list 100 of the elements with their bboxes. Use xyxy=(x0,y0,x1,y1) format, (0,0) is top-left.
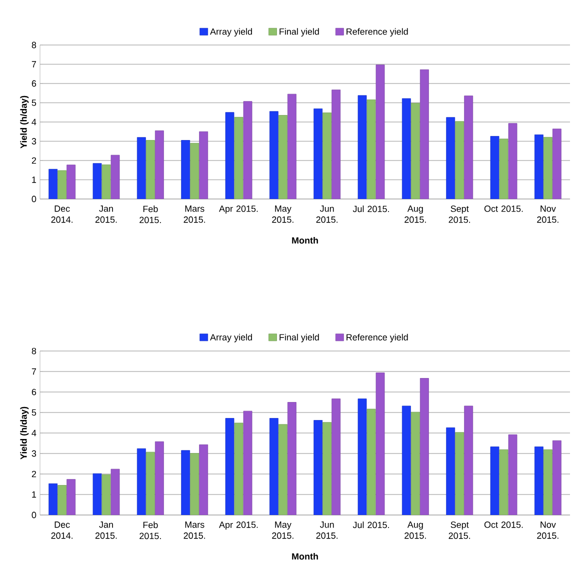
bar xyxy=(552,440,562,515)
y-tick-label: 6 xyxy=(32,388,36,396)
bar xyxy=(420,69,429,199)
bar xyxy=(278,424,288,515)
bar xyxy=(92,473,102,515)
bar xyxy=(402,98,411,199)
x-tick-label: Dec 2014. xyxy=(51,206,73,223)
y-tick-label: 8 xyxy=(32,348,36,354)
bar xyxy=(102,164,111,199)
y-axis-title: Yield (h/day) xyxy=(20,96,29,148)
y-tick-label: 5 xyxy=(32,100,36,106)
bar xyxy=(314,108,323,199)
bar xyxy=(322,112,332,199)
bar xyxy=(508,123,518,199)
bar xyxy=(508,434,518,515)
bar xyxy=(366,99,376,199)
bar xyxy=(446,117,456,199)
y-tick-label: 2 xyxy=(32,157,36,164)
y-tick-label: 5 xyxy=(32,409,36,416)
y-tick-label: 7 xyxy=(32,368,36,375)
bar xyxy=(410,102,420,199)
bar xyxy=(269,418,278,515)
y-tick-label: 4 xyxy=(32,118,36,126)
bar xyxy=(190,142,200,199)
bar xyxy=(287,94,296,199)
bar xyxy=(110,154,120,199)
bar xyxy=(154,441,164,515)
bar xyxy=(464,406,474,515)
x-tick-label: May 2015. xyxy=(272,206,294,223)
bar xyxy=(234,116,244,199)
y-tick-label: 0 xyxy=(32,196,36,202)
bar xyxy=(376,372,385,515)
x-tick-label: Mars 2015. xyxy=(184,522,206,539)
bar xyxy=(534,134,544,199)
y-axis-title: Yield (h/day) xyxy=(20,406,29,460)
x-tick-label: Aug 2015. xyxy=(404,522,426,539)
bar xyxy=(446,427,456,515)
legend-label: Final yield xyxy=(280,28,319,37)
bar xyxy=(225,418,234,515)
x-axis-title: Month xyxy=(292,237,318,244)
y-tick-label: 2 xyxy=(32,470,36,478)
bar xyxy=(146,140,155,199)
legend-label: Final yield xyxy=(280,334,319,342)
x-tick-label: Feb 2015. xyxy=(140,206,161,224)
x-tick-label: Mars 2015. xyxy=(184,206,206,223)
y-tick-label: 1 xyxy=(32,176,36,183)
bar xyxy=(278,115,288,199)
bar xyxy=(410,412,420,515)
bar xyxy=(455,432,464,515)
x-tick-label: Jan 2015. xyxy=(95,522,117,539)
bar xyxy=(366,408,376,515)
x-tick-label: Jul 2015. xyxy=(352,522,389,528)
bar xyxy=(190,453,200,515)
bar xyxy=(420,378,429,515)
x-tick-label: Jan 2015. xyxy=(95,206,117,223)
bar xyxy=(376,64,385,199)
y-tick-label: 3 xyxy=(32,138,36,144)
bar xyxy=(332,90,341,199)
bar xyxy=(455,121,464,199)
bar xyxy=(181,140,190,199)
y-tick-label: 6 xyxy=(32,80,36,87)
legend-label: Reference yield xyxy=(346,28,408,37)
legend-label: Array yield xyxy=(210,334,252,342)
x-tick-label: Oct 2015. xyxy=(484,206,523,212)
bar xyxy=(543,137,552,199)
bar xyxy=(181,450,190,515)
x-tick-label: Oct 2015. xyxy=(484,522,523,528)
bar xyxy=(136,448,146,515)
x-axis-title: Month xyxy=(292,553,318,560)
bar xyxy=(48,168,58,199)
bar xyxy=(358,398,367,515)
bar xyxy=(66,479,76,515)
y-tick-label: 0 xyxy=(32,512,36,518)
bar xyxy=(269,111,278,199)
bar xyxy=(154,130,164,199)
bar xyxy=(499,449,508,515)
bar xyxy=(66,164,76,199)
bar xyxy=(287,402,296,515)
x-tick-label: Nov 2015. xyxy=(537,522,558,539)
y-tick-label: 4 xyxy=(32,430,36,436)
y-tick-label: 8 xyxy=(32,42,36,48)
x-tick-label: Apr 2015. xyxy=(219,206,258,214)
bar xyxy=(332,398,341,515)
x-tick-label: Dec 2014. xyxy=(51,522,73,539)
bar xyxy=(58,170,67,199)
bar xyxy=(534,446,544,515)
bar xyxy=(58,485,67,515)
bar xyxy=(199,444,208,515)
bar xyxy=(48,483,58,515)
x-tick-label: Jun 2015. xyxy=(316,522,338,539)
bar xyxy=(499,138,508,199)
bar xyxy=(234,422,244,515)
y-tick-label: 1 xyxy=(32,491,36,498)
bar xyxy=(136,137,146,199)
bar xyxy=(464,96,474,199)
x-tick-label: Sept 2015. xyxy=(448,206,470,223)
bar xyxy=(199,131,208,199)
x-tick-label: May 2015. xyxy=(272,522,294,539)
x-tick-label: Sept 2015. xyxy=(448,522,470,539)
x-tick-label: Feb 2015. xyxy=(140,522,161,540)
